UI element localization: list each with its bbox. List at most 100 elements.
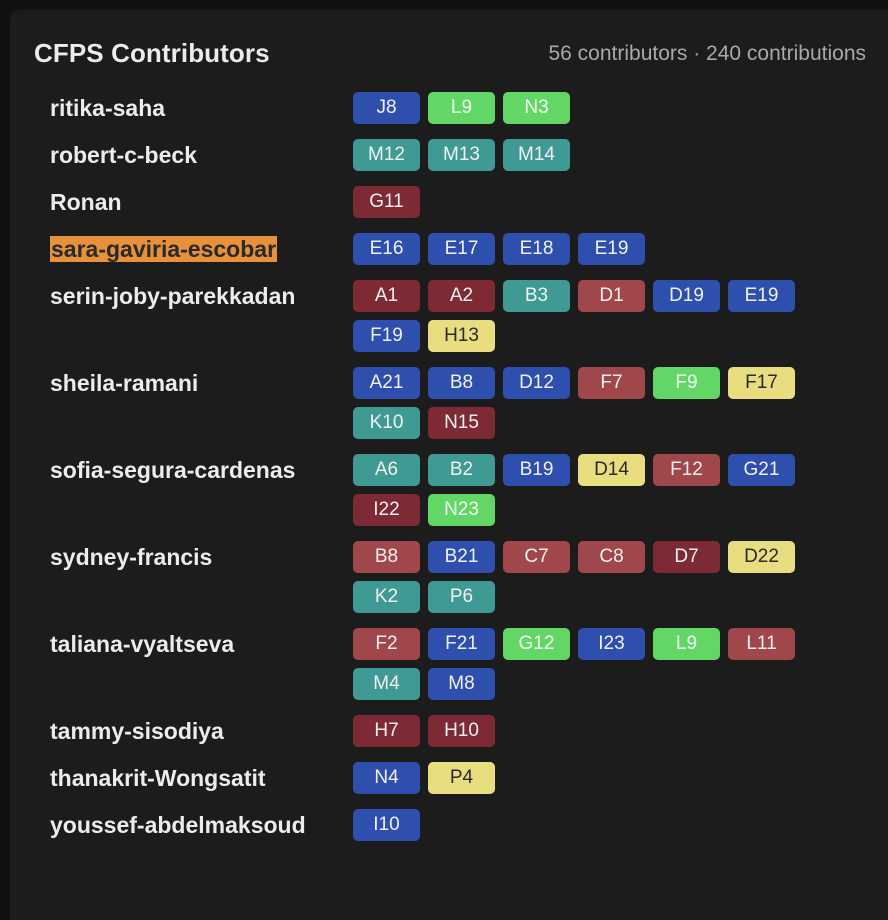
contributor-row: Ronan G11 — [50, 186, 870, 218]
contribution-tag[interactable]: F17 — [728, 367, 795, 399]
contributor-name[interactable]: thanakrit-Wongsatit — [50, 765, 266, 791]
contributor-name-highlighted[interactable]: sara-gaviria-escobar — [50, 236, 278, 262]
contribution-tag[interactable]: P6 — [428, 581, 495, 613]
contribution-tag[interactable]: M14 — [503, 139, 570, 171]
contribution-tag[interactable]: E17 — [428, 233, 495, 265]
contributor-name-cell: youssef-abdelmaksoud — [50, 809, 353, 841]
contributor-name[interactable]: sheila-ramani — [50, 370, 199, 396]
contributor-name-cell: tammy-sisodiya — [50, 715, 353, 747]
contribution-tag[interactable]: B2 — [428, 454, 495, 486]
contribution-tags: M12 M13 M14 — [353, 139, 813, 171]
contribution-tags: A21 B8 D12 F7 F9 F17 K10 N15 — [353, 367, 813, 439]
contribution-tags: N4 P4 — [353, 762, 813, 794]
contribution-tag[interactable]: C8 — [578, 541, 645, 573]
contribution-tag[interactable]: M13 — [428, 139, 495, 171]
contribution-tag[interactable]: E19 — [578, 233, 645, 265]
contribution-tag[interactable]: G21 — [728, 454, 795, 486]
contributor-name-cell: sofia-segura-cardenas — [50, 454, 353, 486]
contributor-row: sheila-ramani A21 B8 D12 F7 F9 F17 K10 N15 — [50, 367, 870, 439]
contribution-tags: J8 L9 N3 — [353, 92, 813, 124]
contributor-name-cell: serin-joby-parekkadan — [50, 280, 353, 312]
page-title: CFPS Contributors — [34, 38, 270, 68]
contribution-tag[interactable]: F7 — [578, 367, 645, 399]
contributor-row: thanakrit-Wongsatit N4 P4 — [50, 762, 870, 794]
contributor-row: sara-gaviria-escobar E16 E17 E18 E19 — [50, 233, 870, 265]
contribution-tag[interactable]: F19 — [353, 320, 420, 352]
contributor-row: ritika-saha J8 L9 N3 — [50, 92, 870, 124]
contribution-tag[interactable]: A21 — [353, 367, 420, 399]
contributor-name-cell: sara-gaviria-escobar — [50, 233, 353, 265]
contribution-tags: I10 — [353, 809, 813, 841]
contribution-tag[interactable]: D22 — [728, 541, 795, 573]
contribution-tag[interactable]: N15 — [428, 407, 495, 439]
contributor-list: ritika-saha J8 L9 N3 robert-c-beck M12 M13 M14 R… — [50, 92, 870, 856]
contribution-tag[interactable]: H10 — [428, 715, 495, 747]
contribution-tags: G11 — [353, 186, 813, 218]
contribution-tag[interactable]: H13 — [428, 320, 495, 352]
contribution-tag[interactable]: N4 — [353, 762, 420, 794]
contribution-tag[interactable]: A2 — [428, 280, 495, 312]
contribution-tag[interactable]: B19 — [503, 454, 570, 486]
contribution-tag[interactable]: B21 — [428, 541, 495, 573]
contribution-tag[interactable]: L9 — [653, 628, 720, 660]
contribution-tag[interactable]: J8 — [353, 92, 420, 124]
contribution-tag[interactable]: A1 — [353, 280, 420, 312]
contribution-tag[interactable]: M12 — [353, 139, 420, 171]
contribution-tag[interactable]: D12 — [503, 367, 570, 399]
contribution-tag[interactable]: H7 — [353, 715, 420, 747]
contribution-tag[interactable]: F12 — [653, 454, 720, 486]
contribution-tag[interactable]: M4 — [353, 668, 420, 700]
contribution-tags: E16 E17 E18 E19 — [353, 233, 813, 265]
panel-header: CFPS Contributors 56 contributors · 240 … — [34, 36, 866, 76]
contributor-row: youssef-abdelmaksoud I10 — [50, 809, 870, 841]
contribution-tag[interactable]: A6 — [353, 454, 420, 486]
contribution-tag[interactable]: I10 — [353, 809, 420, 841]
contribution-tag[interactable]: D7 — [653, 541, 720, 573]
contributor-name[interactable]: sydney-francis — [50, 544, 213, 570]
contributor-name-cell: sydney-francis — [50, 541, 353, 573]
contribution-tag[interactable]: E19 — [728, 280, 795, 312]
contribution-tag[interactable]: E18 — [503, 233, 570, 265]
contribution-tag[interactable]: B3 — [503, 280, 570, 312]
contributor-name[interactable]: sofia-segura-cardenas — [50, 457, 296, 483]
contribution-tag[interactable]: P4 — [428, 762, 495, 794]
contribution-tag[interactable]: G12 — [503, 628, 570, 660]
contributor-name-cell: Ronan — [50, 186, 353, 218]
contributor-name-cell: sheila-ramani — [50, 367, 353, 399]
contributor-name[interactable]: taliana-vyaltseva — [50, 631, 235, 657]
contribution-tag[interactable]: D19 — [653, 280, 720, 312]
contribution-tag[interactable]: B8 — [353, 541, 420, 573]
contribution-tags: B8 B21 C7 C8 D7 D22 K2 P6 — [353, 541, 813, 613]
contributor-name[interactable]: youssef-abdelmaksoud — [50, 812, 306, 838]
contributor-name[interactable]: ritika-saha — [50, 95, 166, 121]
contributor-name-cell: thanakrit-Wongsatit — [50, 762, 353, 794]
contributor-name[interactable]: Ronan — [50, 189, 122, 215]
contribution-tag[interactable]: N3 — [503, 92, 570, 124]
contribution-tag[interactable]: K2 — [353, 581, 420, 613]
contribution-tag[interactable]: D1 — [578, 280, 645, 312]
contribution-tag[interactable]: F2 — [353, 628, 420, 660]
contribution-tag[interactable]: I23 — [578, 628, 645, 660]
contribution-tag[interactable]: G11 — [353, 186, 420, 218]
contributors-summary: 56 contributors · 240 contributions — [548, 42, 866, 65]
contribution-tag[interactable]: B8 — [428, 367, 495, 399]
contribution-tag[interactable]: M8 — [428, 668, 495, 700]
contribution-tag[interactable]: N23 — [428, 494, 495, 526]
contributors-panel: CFPS Contributors 56 contributors · 240 … — [10, 10, 888, 920]
contribution-tags: H7 H10 — [353, 715, 813, 747]
contribution-tag[interactable]: F21 — [428, 628, 495, 660]
contribution-tag[interactable]: L11 — [728, 628, 795, 660]
contributor-name[interactable]: robert-c-beck — [50, 142, 197, 168]
contributor-row: serin-joby-parekkadan A1 A2 B3 D1 D19 E19 F19 H1… — [50, 280, 870, 352]
contribution-tag[interactable]: E16 — [353, 233, 420, 265]
contribution-tags: A1 A2 B3 D1 D19 E19 F19 H13 — [353, 280, 813, 352]
contribution-tag[interactable]: K10 — [353, 407, 420, 439]
contributor-name[interactable]: tammy-sisodiya — [50, 718, 224, 744]
contribution-tag[interactable]: I22 — [353, 494, 420, 526]
contribution-tag[interactable]: C7 — [503, 541, 570, 573]
contribution-tag[interactable]: F9 — [653, 367, 720, 399]
contribution-tag[interactable]: L9 — [428, 92, 495, 124]
contributor-name[interactable]: serin-joby-parekkadan — [50, 283, 296, 309]
contributor-row: sofia-segura-cardenas A6 B2 B19 D14 F12 G21 I22… — [50, 454, 870, 526]
contribution-tag[interactable]: D14 — [578, 454, 645, 486]
